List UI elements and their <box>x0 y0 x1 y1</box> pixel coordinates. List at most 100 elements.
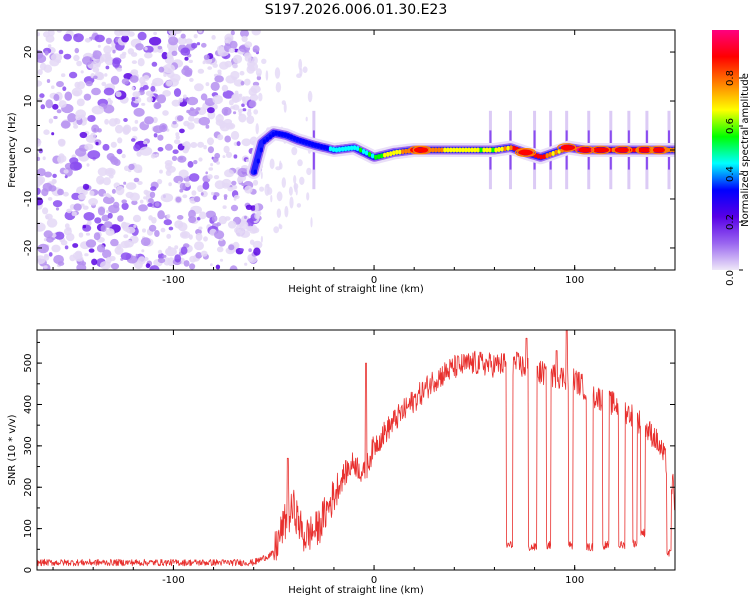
noise-speckle <box>194 241 204 251</box>
snr-frame <box>36 329 676 571</box>
noise-speckle <box>166 214 171 219</box>
noise-speckle <box>48 118 54 124</box>
tone-peak-ring <box>412 145 432 155</box>
spec-xtick-label: 100 <box>565 275 584 286</box>
noise-speckle <box>60 120 71 129</box>
noise-speckle <box>52 179 57 184</box>
noise-speckle <box>194 83 204 92</box>
noise-speckle <box>215 264 221 270</box>
noise-speckle <box>117 215 124 222</box>
noise-speckle <box>115 124 124 134</box>
noise-speckle <box>150 153 156 159</box>
noise-speckle <box>166 165 176 173</box>
noise-speckle <box>230 105 236 110</box>
noise-speckle <box>141 102 146 106</box>
noise-speckle <box>37 54 47 63</box>
noise-speckle <box>133 107 145 117</box>
tone-peak <box>638 147 651 153</box>
noise-speckle <box>162 67 173 75</box>
noise-speckle <box>247 254 254 262</box>
noise-speckle <box>223 145 230 154</box>
noise-speckle <box>128 163 135 171</box>
noise-speckle <box>91 258 98 266</box>
noise-speckle <box>210 163 214 167</box>
noise-speckle <box>252 56 258 65</box>
noise-speckle <box>143 196 147 200</box>
noise-speckle <box>76 98 85 107</box>
tone-cell <box>440 147 444 153</box>
tone-cell <box>395 149 399 155</box>
noise-speckle <box>230 204 239 212</box>
tone-cell <box>473 147 477 153</box>
noise-speckle <box>73 33 84 43</box>
noise-speckle <box>170 32 175 37</box>
noise-speckle <box>241 138 252 147</box>
noise-speckle <box>174 254 182 263</box>
tone-cell <box>398 149 402 155</box>
noise-speckle <box>92 67 100 73</box>
noise-speckle <box>188 59 193 64</box>
noise-speckle <box>131 96 136 102</box>
tone-cell <box>274 130 278 136</box>
noise-speckle <box>157 257 166 264</box>
noise-speckle <box>106 256 112 264</box>
noise-speckle <box>73 90 80 97</box>
noise-speckle <box>270 194 273 203</box>
noise-speckle <box>107 212 113 219</box>
spectrogram-ylabel: Frequency (Hz) <box>7 112 18 188</box>
tone-cell <box>353 145 357 151</box>
noise-speckle <box>37 32 40 37</box>
noise-speckle <box>248 248 252 253</box>
tone-cell <box>374 154 378 160</box>
noise-speckle <box>251 227 260 234</box>
noise-speckle <box>213 175 220 180</box>
noise-speckle <box>305 116 308 122</box>
colorbar-tick-label: 0.0 <box>725 270 736 286</box>
noise-speckle <box>260 235 263 243</box>
tone-cell <box>614 147 618 153</box>
noise-speckle <box>65 233 75 242</box>
noise-speckle <box>37 156 41 161</box>
noise-speckle <box>43 31 50 38</box>
noise-speckle <box>138 204 148 212</box>
noise-speckle <box>177 155 187 163</box>
noise-speckle <box>37 243 49 254</box>
noise-speckle <box>310 217 313 228</box>
noise-speckle <box>37 255 46 265</box>
noise-speckle <box>252 48 258 53</box>
noise-speckle <box>233 154 238 159</box>
noise-speckle <box>131 126 138 132</box>
noise-speckle <box>105 37 112 45</box>
noise-speckle <box>167 257 176 267</box>
noise-speckle <box>188 234 193 240</box>
tone-peak-ring <box>613 145 633 155</box>
noise-speckle <box>224 169 234 178</box>
tone-cell <box>500 146 504 152</box>
noise-speckle <box>188 115 195 122</box>
noise-speckle <box>189 263 196 270</box>
noise-speckle <box>183 260 190 267</box>
noise-speckle <box>224 60 233 68</box>
tone-cell <box>307 140 311 146</box>
snr-xtick-label: 100 <box>565 575 584 586</box>
noise-speckle <box>283 102 287 113</box>
noise-speckle <box>147 202 153 207</box>
noise-speckle <box>191 190 197 196</box>
noise-speckle <box>103 195 115 205</box>
noise-speckle <box>76 186 86 196</box>
spec-xtick-label: 0 <box>371 275 377 286</box>
tone-cell <box>554 149 558 155</box>
noise-speckle <box>232 54 243 64</box>
noise-speckle <box>143 140 148 145</box>
noise-speckle <box>281 100 286 105</box>
noise-speckle <box>279 162 283 170</box>
noise-speckle <box>208 167 214 171</box>
noise-speckle <box>53 115 58 120</box>
tone-cell <box>362 149 366 154</box>
tone-cell <box>512 145 516 151</box>
noise-speckle <box>235 229 243 237</box>
noise-speckle <box>122 51 127 56</box>
noise-speckle <box>82 56 93 65</box>
tone-cell <box>253 169 257 175</box>
noise-speckle <box>93 232 101 241</box>
